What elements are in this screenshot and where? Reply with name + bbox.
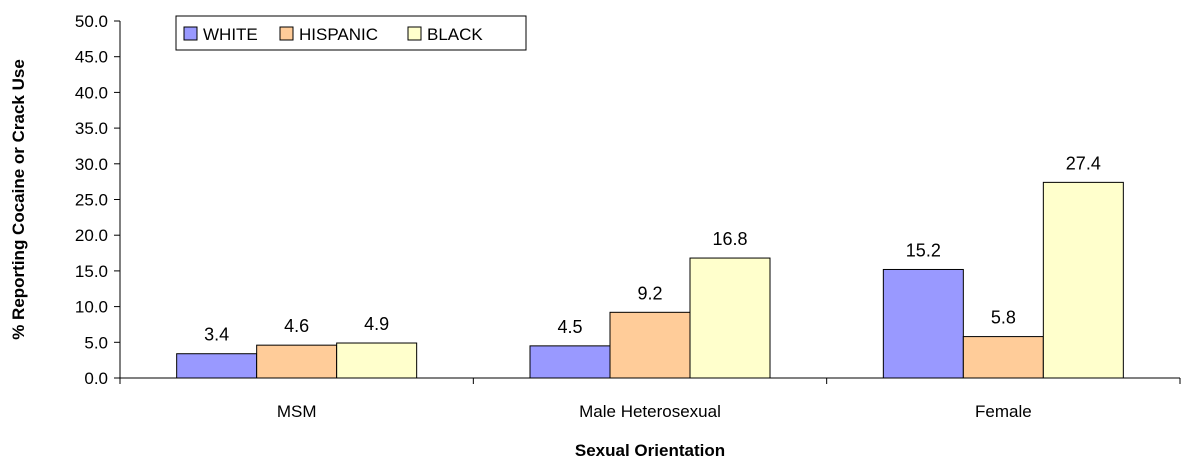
- data-label: 15.2: [906, 240, 941, 260]
- legend-label: HISPANIC: [299, 25, 378, 44]
- data-label: 9.2: [637, 283, 662, 303]
- legend-box: [175, 15, 527, 51]
- y-tick-label: 30.0: [75, 155, 108, 174]
- bar: [1042, 181, 1124, 379]
- y-tick-label: 0.0: [84, 369, 108, 388]
- legend: WHITE HISPANIC BLACK: [175, 15, 527, 51]
- data-label: 4.6: [284, 316, 309, 336]
- y-tick-label: 15.0: [75, 262, 108, 281]
- bar: [962, 336, 1044, 379]
- y-axis-title: % Reporting Cocaine or Crack Use: [9, 59, 28, 340]
- data-label: 4.5: [557, 317, 582, 337]
- bar: [256, 344, 338, 379]
- bars: [176, 181, 1124, 379]
- legend-swatch: [279, 26, 294, 41]
- y-tick-label: 10.0: [75, 298, 108, 317]
- y-tick-label: 50.0: [75, 12, 108, 31]
- y-tick-label: 25.0: [75, 191, 108, 210]
- legend-swatch: [183, 26, 198, 41]
- y-tick-label: 20.0: [75, 226, 108, 245]
- y-tick-label: 40.0: [75, 83, 108, 102]
- data-label: 16.8: [712, 229, 747, 249]
- legend-label: BLACK: [427, 25, 483, 44]
- category-labels: MSM Male Heterosexual Female: [277, 402, 1032, 421]
- data-label: 27.4: [1066, 153, 1101, 173]
- category-label: Male Heterosexual: [579, 402, 721, 421]
- data-label: 3.4: [204, 325, 229, 345]
- bar: [689, 257, 771, 379]
- y-tick-label: 5.0: [84, 333, 108, 352]
- bar: [176, 353, 258, 379]
- y-tick-label: 35.0: [75, 119, 108, 138]
- data-label: 5.8: [991, 308, 1016, 328]
- y-ticks: 0.0 5.0 10.0 15.0 20.0 25.0 30.0 35.0 40.0 45.0 50…: [75, 12, 120, 388]
- value-labels: 3.4 4.6 4.9 4.5 9.2 16.8 15.2 5.8 27.4: [204, 153, 1101, 344]
- bar: [609, 311, 691, 379]
- bar: [336, 342, 418, 379]
- category-label: MSM: [277, 402, 317, 421]
- bar: [529, 345, 611, 379]
- legend-label: WHITE: [203, 25, 258, 44]
- category-label: Female: [975, 402, 1032, 421]
- y-tick-label: 45.0: [75, 48, 108, 67]
- legend-swatch: [407, 26, 422, 41]
- x-ticks: [119, 378, 1181, 384]
- data-label: 4.9: [364, 314, 389, 334]
- x-axis-title: Sexual Orientation: [575, 441, 725, 460]
- bar: [882, 268, 964, 379]
